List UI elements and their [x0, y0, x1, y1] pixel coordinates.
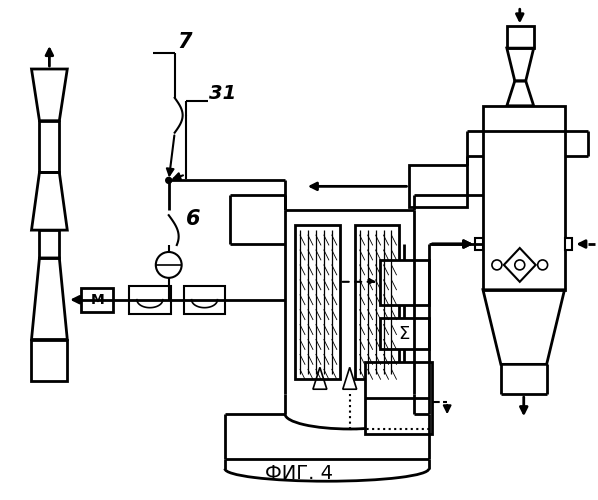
Bar — [295, 225, 340, 380]
Bar — [380, 260, 429, 304]
Bar — [365, 362, 432, 434]
Bar — [32, 340, 68, 382]
Text: 6: 6 — [185, 209, 200, 229]
Text: Σ: Σ — [399, 324, 410, 342]
Bar — [184, 286, 225, 314]
Bar — [565, 238, 572, 250]
Bar — [483, 106, 565, 290]
Bar — [507, 26, 533, 48]
Text: 7: 7 — [178, 32, 192, 52]
Bar — [380, 318, 429, 350]
Text: M: M — [90, 292, 104, 306]
Bar — [410, 166, 467, 207]
Bar — [129, 286, 170, 314]
Bar — [355, 225, 399, 380]
Bar — [81, 288, 113, 312]
Text: ФИГ. 4: ФИГ. 4 — [265, 464, 333, 483]
Bar — [475, 238, 483, 250]
Text: 31: 31 — [209, 84, 236, 103]
Bar — [39, 120, 59, 172]
Circle shape — [166, 178, 172, 184]
Bar — [39, 230, 59, 258]
